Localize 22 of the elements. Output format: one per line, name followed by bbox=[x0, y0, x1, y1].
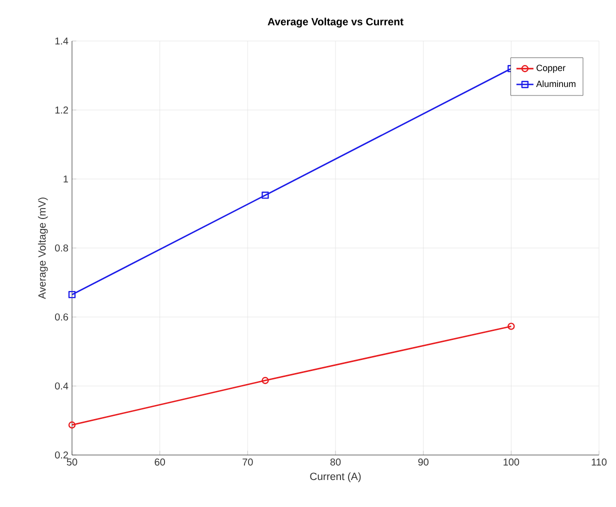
y-tick-label: 0.6 bbox=[55, 313, 68, 321]
x-tick-label: 70 bbox=[242, 458, 253, 466]
x-tick-label: 50 bbox=[66, 458, 78, 466]
y-tick-label: 0.8 bbox=[55, 244, 68, 252]
x-tick-label: 90 bbox=[418, 458, 428, 466]
x-tick-label: 60 bbox=[154, 458, 165, 466]
x-tick-label: 100 bbox=[504, 458, 520, 466]
point bbox=[68, 290, 76, 298]
legend-label: Aluminum bbox=[536, 80, 576, 88]
x-tick-label: 110 bbox=[592, 458, 607, 466]
x-axis-title: Current (A) bbox=[310, 472, 361, 482]
y-tick-label: 1.2 bbox=[55, 106, 68, 114]
x-tick-label: 80 bbox=[330, 458, 341, 466]
y-tick-label: 1 bbox=[64, 176, 68, 182]
point bbox=[262, 376, 269, 384]
legend-label: Copper bbox=[536, 64, 566, 73]
y-axis-title: Average Voltage (mV) bbox=[38, 198, 48, 300]
y-tick-label: 1.4 bbox=[55, 38, 68, 44]
y-tick-label: 0.4 bbox=[55, 382, 68, 390]
point bbox=[262, 192, 269, 199]
chart-title: Average Voltage vs Current bbox=[268, 18, 404, 28]
y-tick-label: 0.2 bbox=[55, 451, 68, 459]
